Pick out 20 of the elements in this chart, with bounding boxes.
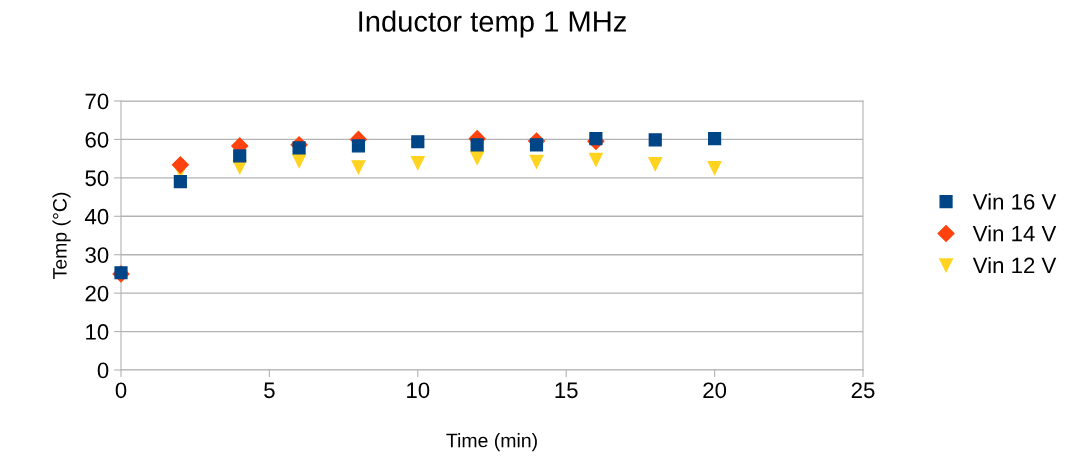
y-axis-title: Temp (°C) — [52, 192, 71, 279]
y-tick-label: 20 — [85, 285, 109, 302]
y-tick-label: 70 — [85, 93, 109, 110]
y-tick-label: 40 — [84, 208, 109, 225]
x-tick-label: 15 — [555, 382, 578, 399]
x-tick-label: 10 — [407, 382, 430, 399]
x-tick-label: 0 — [115, 382, 127, 399]
legend-label: Vin 14 V — [972, 225, 1057, 242]
x-tick-label: 20 — [703, 382, 727, 399]
y-tick-label: 60 — [85, 131, 109, 148]
x-tick-label: 5 — [264, 382, 275, 399]
x-axis-title: Time (min) — [446, 433, 537, 452]
y-tick-label: 10 — [86, 324, 109, 340]
legend-label: Vin 16 V — [972, 193, 1057, 210]
chart-title: Inductor temp 1 MHz — [359, 10, 626, 38]
y-tick-label: 0 — [97, 362, 109, 379]
x-tick-label: 25 — [851, 382, 875, 399]
y-tick-label: 30 — [85, 247, 109, 263]
y-tick-label: 50 — [85, 170, 109, 187]
legend-label: Vin 12 V — [972, 256, 1057, 274]
